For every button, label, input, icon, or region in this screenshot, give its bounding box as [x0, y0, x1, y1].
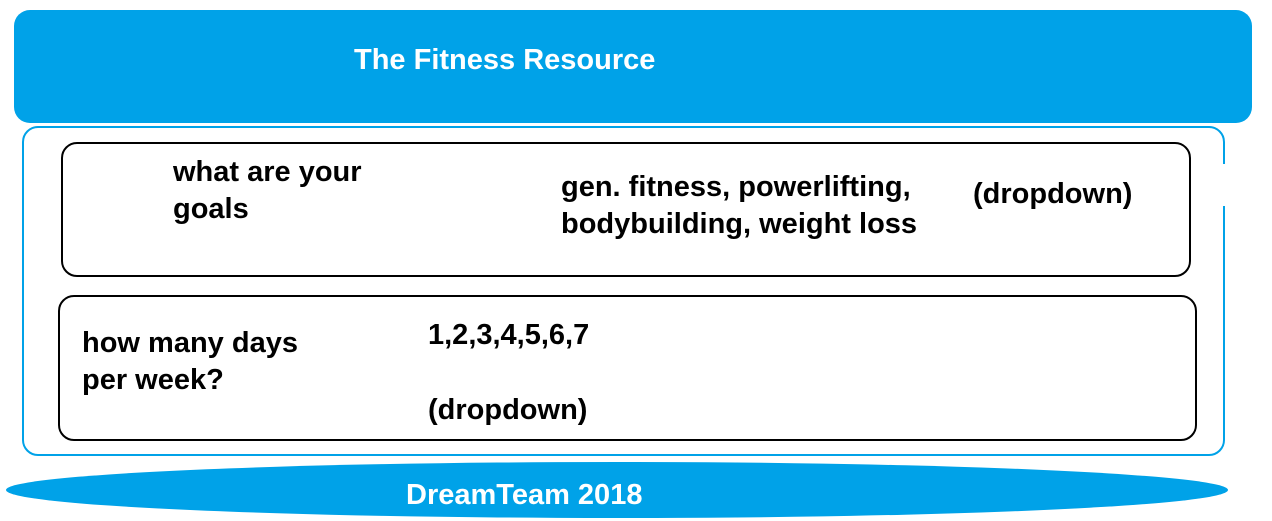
app-title: The Fitness Resource — [354, 44, 656, 76]
days-dropdown[interactable]: (dropdown) — [428, 394, 588, 426]
days-options-list: 1,2,3,4,5,6,7 — [428, 319, 590, 351]
footer-title: DreamTeam 2018 — [406, 479, 643, 511]
days-panel — [58, 295, 1197, 441]
goals-question-label: what are your goals — [173, 156, 362, 225]
goals-dropdown[interactable]: (dropdown) — [973, 178, 1133, 210]
days-question-label: how many days per week? — [82, 327, 298, 396]
frame-gap — [1221, 164, 1229, 206]
goals-panel — [61, 142, 1191, 277]
goals-options-list: gen. fitness, powerlifting, bodybuilding… — [561, 171, 918, 240]
app-header — [14, 10, 1252, 123]
app-footer — [6, 462, 1228, 518]
